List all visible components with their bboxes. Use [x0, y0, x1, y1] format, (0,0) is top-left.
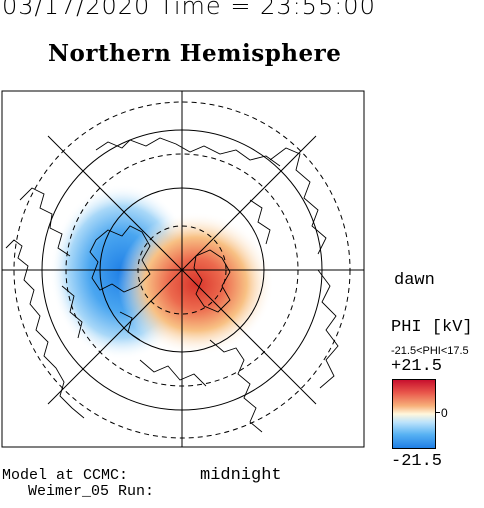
- hemisphere-title: Northern Hemisphere: [48, 40, 342, 67]
- midnight-label: midnight: [200, 466, 282, 485]
- header-datetime: 03/17/2020 Time = 23:55:00: [2, 0, 376, 20]
- footer-run: Weimer_05 Run:: [28, 483, 155, 500]
- polar-map: [1, 90, 365, 448]
- legend-title: PHI [kV]: [391, 318, 473, 337]
- coastlines: [5, 137, 339, 433]
- map-frame: [1, 90, 365, 448]
- dawn-label: dawn: [394, 271, 435, 290]
- colorbar-zero-tick: [435, 412, 440, 413]
- colorbar: [392, 379, 436, 449]
- footer-model: Model at CCMC:: [2, 467, 129, 484]
- legend-min: -21.5: [391, 452, 443, 471]
- legend-range: -21.5<PHI<17.5: [391, 345, 469, 357]
- legend-zero: 0: [441, 406, 448, 420]
- legend-max: +21.5: [391, 357, 443, 376]
- meridian-diagonal-2: [47, 135, 317, 405]
